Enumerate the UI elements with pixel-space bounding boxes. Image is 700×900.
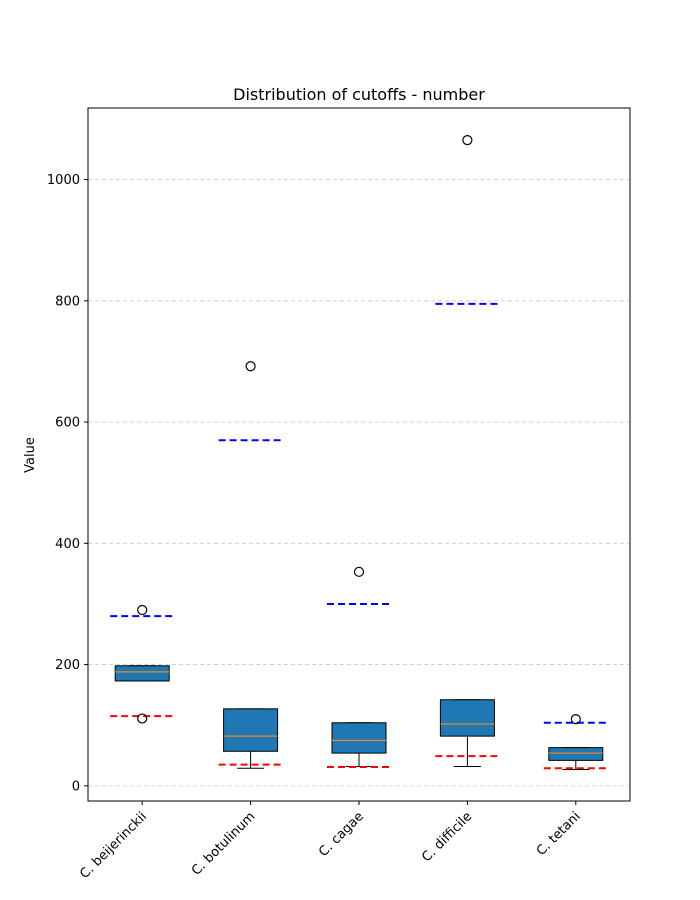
outlier-point [570,714,581,725]
box-iqr [114,665,170,682]
outlier-point [137,604,148,616]
outlier-point [245,361,256,372]
box-group [435,135,500,767]
y-axis-label: Value [23,437,38,473]
y-tick-label: 1000 [47,173,80,188]
plot-frame [87,107,631,802]
box-group [327,566,391,769]
box-group [110,604,175,724]
box-iqr [331,722,387,754]
chart-title: Distribution of cutoffs - number [233,85,485,104]
outlier-point [353,566,365,577]
box-iqr [223,708,279,752]
outlier-point [137,713,148,724]
y-tick-label: 0 [72,779,80,794]
outlier-point [462,135,473,146]
y-tick-label: 400 [55,537,80,552]
grid-lines [88,179,630,787]
plot-marks [110,135,608,770]
box-group [543,714,608,770]
box-group [218,361,283,769]
y-tick-label: 200 [55,658,80,673]
box-iqr [439,699,495,737]
y-tick-label: 600 [55,416,80,431]
y-tick-label: 800 [55,294,80,309]
box-iqr [548,747,604,761]
